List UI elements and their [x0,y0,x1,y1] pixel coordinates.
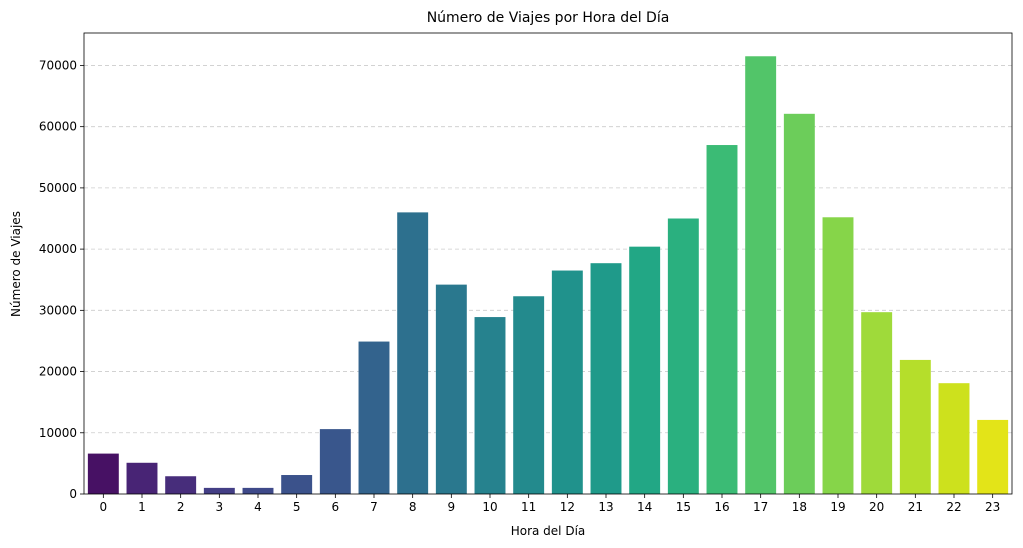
x-tick-label: 5 [293,500,301,514]
x-axis-label: Hora del Día [511,524,586,538]
x-tick-label: 6 [332,500,340,514]
x-tick-label: 17 [753,500,768,514]
x-tick-label: 20 [869,500,884,514]
y-tick-label: 20000 [39,365,77,379]
x-tick-label: 7 [370,500,378,514]
bar-hour-20 [861,312,893,494]
x-tick-label: 10 [482,500,497,514]
x-tick-label: 14 [637,500,652,514]
y-axis-label: Número de Viajes [9,211,23,317]
bar-hour-5 [281,475,313,494]
x-tick-label: 2 [177,500,185,514]
bar-hour-15 [667,218,699,494]
bar-hour-8 [397,212,429,494]
y-tick-label: 70000 [39,58,77,72]
bar-hour-16 [706,145,738,494]
y-tick-label: 60000 [39,120,77,134]
x-tick-label: 19 [830,500,845,514]
bar-hour-9 [435,284,467,494]
bar-hour-11 [513,296,545,494]
bar-hour-2 [165,476,197,494]
x-tick-label: 3 [216,500,224,514]
x-tick-label: 13 [598,500,613,514]
bar-hour-23 [977,419,1009,494]
x-tick-label: 8 [409,500,417,514]
bar-hour-12 [551,270,583,494]
bar-hour-14 [629,246,661,494]
bar-hour-19 [822,217,854,494]
x-tick-label: 15 [676,500,691,514]
chart-title: Número de Viajes por Hora del Día [427,10,670,26]
x-tick-label: 22 [946,500,961,514]
y-tick-label: 0 [69,487,77,501]
x-tick-label: 12 [560,500,575,514]
x-tick-label: 11 [521,500,536,514]
x-tick-label: 4 [254,500,262,514]
bar-hour-21 [899,359,931,494]
bar-hour-4 [242,487,274,494]
bar-hour-7 [358,341,390,494]
x-tick-label: 21 [908,500,923,514]
bar-hour-17 [745,56,777,494]
x-tick-label: 16 [714,500,729,514]
bar-hour-10 [474,317,506,494]
bar-hour-22 [938,383,970,494]
bar-hour-6 [319,429,351,494]
bar-hour-3 [203,487,235,494]
grid-lines [84,65,1012,434]
x-tick-label: 0 [100,500,108,514]
x-tick-label: 9 [448,500,456,514]
x-tick-label: 23 [985,500,1000,514]
bars [87,56,1009,495]
y-tick-label: 50000 [39,181,77,195]
plot-frame [83,32,1013,495]
bar-hour-1 [126,462,158,494]
y-tick-label: 40000 [39,242,77,256]
bar-hour-0 [87,453,119,494]
x-tick-label: 18 [792,500,807,514]
bar-hour-18 [783,113,815,495]
bar-hour-13 [590,263,622,494]
y-tick-label: 10000 [39,426,77,440]
x-tick-label: 1 [138,500,146,514]
y-tick-label: 30000 [39,303,77,317]
